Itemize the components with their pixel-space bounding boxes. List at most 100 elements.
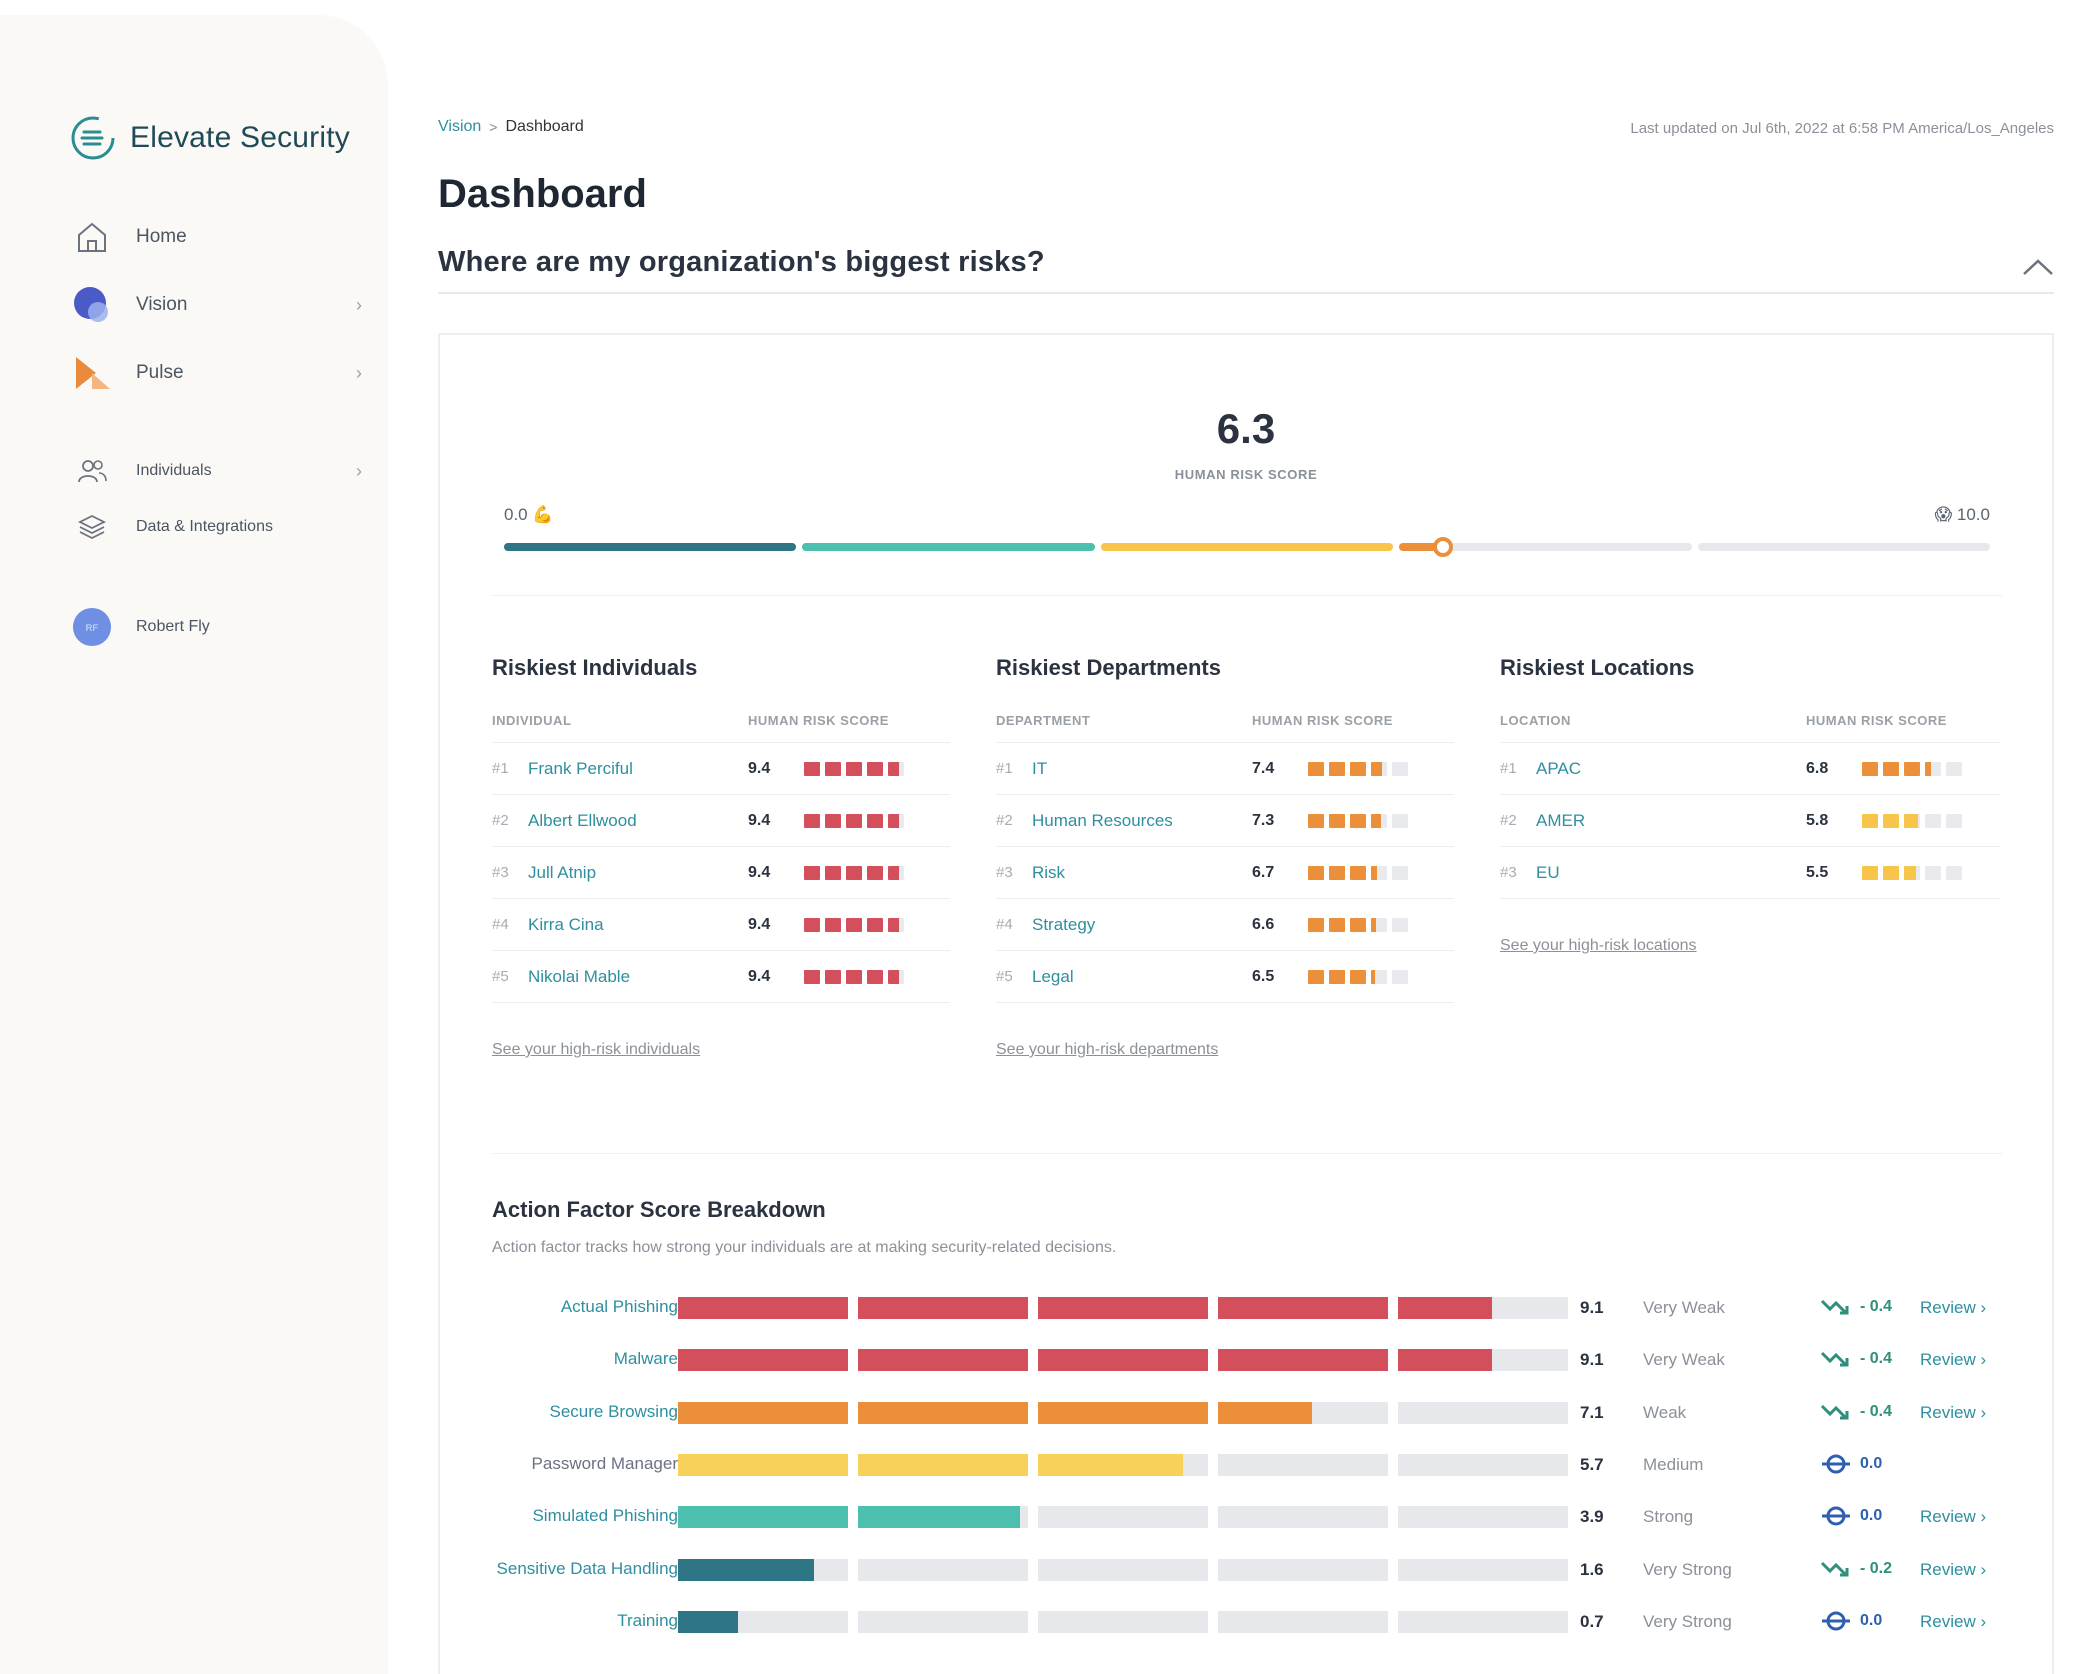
score-pip (1371, 813, 1387, 828)
action-factor-row: Password Manager 5.7 Medium 0.0 (440, 1452, 2056, 1478)
trend-flat-icon (1820, 1504, 1852, 1528)
score-pip-fill (846, 761, 862, 776)
action-factor-name[interactable]: Training (617, 1610, 678, 1630)
row-name-link[interactable]: EU (1536, 862, 1560, 882)
score-pip (1371, 865, 1387, 880)
score-pip (867, 969, 883, 984)
section-title: Where are my organization's biggest risk… (438, 246, 1045, 278)
collapse-section-button[interactable] (2020, 252, 2056, 282)
sidebar-item-pulse[interactable]: Pulse › (72, 351, 372, 395)
score-pip (1371, 917, 1387, 932)
action-factor-name[interactable]: Malware (613, 1349, 678, 1369)
action-factor-row: Actual Phishing 9.1 Very Weak - 0.4 Review › (440, 1295, 2056, 1321)
row-name-link[interactable]: Legal (1032, 966, 1074, 986)
column-header: LOCATION (1500, 713, 1571, 728)
row-name-link[interactable]: Kirra Cina (528, 914, 604, 934)
chevron-right-icon: › (356, 363, 362, 383)
table-row: #3 EU 5.5 (1500, 847, 2000, 899)
brand-name: Elevate Security (130, 121, 350, 154)
row-name-link[interactable]: IT (1032, 758, 1048, 778)
review-link[interactable]: Review › (1920, 1298, 1987, 1317)
score-pip-fill (1862, 813, 1878, 828)
table-header: DEPARTMENT HUMAN RISK SCORE (996, 713, 1454, 743)
score-pip (804, 917, 820, 932)
score-pip-fill (846, 865, 862, 880)
row-name-link[interactable]: APAC (1536, 758, 1582, 778)
breadcrumb-vision[interactable]: Vision (438, 118, 482, 135)
action-factor-category: Very Strong (1643, 1559, 1732, 1579)
table-row: #1 IT 7.4 (996, 743, 1454, 795)
sidebar-item-data-integrations[interactable]: Data & Integrations (72, 505, 372, 549)
bar-segment-fill (678, 1349, 848, 1372)
rank-label: #1 (492, 760, 509, 777)
score-pip-fill (1904, 761, 1920, 776)
score-pips (1308, 813, 1408, 828)
score-pip (1329, 865, 1345, 880)
riskiest-individuals-title: Riskiest Individuals (492, 655, 698, 680)
score-pip (1946, 865, 1962, 880)
table-row: #3 Jull Atnip 9.4 (492, 847, 950, 899)
bar-segment (678, 1297, 848, 1319)
trend-down-icon (1820, 1347, 1852, 1371)
score-pip-fill (804, 917, 820, 932)
sidebar-item-label: Data & Integrations (136, 518, 273, 535)
score-pip-fill (825, 969, 841, 984)
bar-segment (1038, 1349, 1208, 1372)
review-link[interactable]: Review › (1920, 1402, 1987, 1422)
action-factor-name[interactable]: Secure Browsing (549, 1401, 678, 1421)
avatar-initials: RF (86, 623, 99, 634)
row-name-link[interactable]: Jull Atnip (528, 862, 597, 882)
sidebar-item-individuals[interactable]: Individuals › (72, 449, 372, 493)
bar-segment (858, 1401, 1028, 1424)
row-name-link[interactable]: AMER (1536, 810, 1586, 830)
sidebar-item-vision[interactable]: Vision › (72, 283, 372, 327)
score-pip (804, 969, 820, 984)
pulse-icon (72, 353, 112, 393)
bar-segment (1398, 1401, 1568, 1424)
score-pip-fill (1308, 865, 1324, 880)
action-factor-name[interactable]: Actual Phishing (560, 1297, 678, 1316)
divider (492, 1153, 2002, 1154)
row-name-link[interactable]: Human Resources (1032, 810, 1173, 830)
divider (438, 292, 2054, 294)
score-pip (867, 917, 883, 932)
bar-segment (1038, 1297, 1208, 1319)
row-score: 5.5 (1806, 863, 1829, 881)
row-name-link[interactable]: Nikolai Mable (528, 966, 631, 986)
sidebar-item-home[interactable]: Home (72, 215, 372, 259)
brand-logo[interactable]: Elevate Security (70, 115, 350, 161)
score-pip-fill (1371, 917, 1376, 932)
rank-label: #4 (492, 916, 509, 933)
score-pip (1862, 865, 1878, 880)
row-name-link[interactable]: Albert Ellwood (528, 810, 637, 830)
bar-segment (1218, 1297, 1388, 1319)
see-high-risk-locations-link[interactable]: See your high-risk locations (1500, 937, 1697, 954)
action-factor-name[interactable]: Sensitive Data Handling (496, 1558, 678, 1578)
score-pip (825, 865, 841, 880)
riskiest-locations-title: Riskiest Locations (1500, 655, 1695, 680)
row-name-link[interactable]: Strategy (1032, 914, 1096, 934)
rank-label: #2 (996, 812, 1013, 829)
bar-segment (1398, 1453, 1568, 1476)
review-link[interactable]: Review › (1920, 1350, 1987, 1370)
see-high-risk-individuals-link[interactable]: See your high-risk individuals (492, 1041, 701, 1058)
score-pip-fill (1350, 917, 1366, 932)
row-name-link[interactable]: Frank Perciful (528, 758, 633, 778)
review-link[interactable]: Review › (1920, 1507, 1987, 1527)
review-link[interactable]: Review › (1920, 1559, 1987, 1579)
score-pip (867, 865, 883, 880)
bar-segment (858, 1610, 1028, 1633)
bar-segment (678, 1610, 848, 1633)
row-name-link[interactable]: Risk (1032, 862, 1066, 882)
action-factor-bar (678, 1297, 1568, 1319)
user-profile[interactable]: RF Robert Fly (72, 605, 372, 649)
score-pip-fill (1883, 865, 1899, 880)
review-link[interactable]: Review › (1920, 1611, 1987, 1631)
bar-segment (1038, 1453, 1208, 1476)
bar-segment-fill (858, 1401, 1028, 1424)
score-pip-fill (846, 917, 862, 932)
action-factor-name[interactable]: Simulated Phishing (532, 1506, 678, 1526)
score-pip (1329, 813, 1345, 828)
see-high-risk-departments-link[interactable]: See your high-risk departments (996, 1041, 1219, 1058)
score-pip-fill (867, 969, 883, 984)
